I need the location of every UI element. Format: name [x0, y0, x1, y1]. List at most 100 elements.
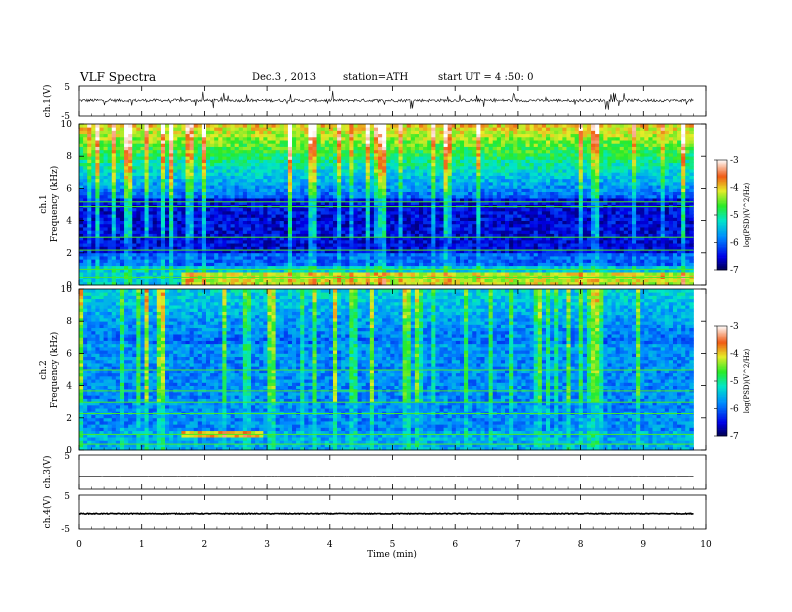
spectrogram-cell: [427, 223, 432, 228]
spectrogram-cell: [210, 265, 215, 270]
spectrogram-cell: [300, 127, 305, 131]
spectrogram-cell: [230, 133, 236, 138]
spectrogram-cell: [455, 217, 461, 221]
spectrogram-cell: [447, 220, 453, 225]
spectrogram-cell: [455, 127, 461, 131]
spectrogram-cell: [218, 188, 223, 193]
spectrogram-cell: [103, 159, 109, 164]
spectrogram-cell: [451, 214, 457, 218]
spectrogram-cell: [160, 124, 166, 128]
spectrogram-cell: [476, 191, 481, 196]
spectrogram-cell: [95, 201, 100, 205]
spectrogram-cell: [79, 130, 84, 135]
spectrogram-cell: [79, 127, 84, 131]
spectrogram-cell: [128, 185, 133, 189]
spectrogram-cell: [345, 265, 350, 270]
spectrogram-cell: [480, 214, 485, 218]
spectrogram-cell: [259, 278, 264, 283]
spectrogram-cell: [95, 140, 100, 144]
spectrogram-cell: [480, 252, 485, 257]
spectrogram-cell: [394, 214, 399, 218]
spectrogram-cell: [201, 188, 207, 193]
spectrogram-cell: [447, 175, 453, 180]
spectrogram-cell: [292, 272, 297, 276]
spectrogram-cell: [300, 220, 305, 225]
spectrogram-cell: [107, 159, 113, 164]
spectrogram-cell: [107, 268, 113, 273]
spectrogram-cell: [103, 265, 109, 270]
spectrogram-cell: [226, 272, 231, 276]
spectrogram-cell: [361, 159, 367, 164]
spectrogram-cell: [271, 272, 277, 276]
spectrogram-cell: [169, 210, 174, 215]
spectrogram-cell: [210, 124, 215, 128]
spectrogram-cell: [169, 246, 174, 250]
spectrogram-cell: [349, 159, 354, 164]
spectrogram-cell: [308, 217, 313, 221]
spectrogram-cell: [214, 130, 219, 135]
spectrogram-cell: [398, 252, 404, 257]
spectrogram-cell: [255, 175, 260, 180]
spectrogram-cell: [197, 278, 203, 283]
spectrogram-cell: [111, 201, 117, 205]
spectrogram-cell: [443, 252, 449, 257]
spectrogram-cell: [103, 146, 109, 151]
spectrogram-cell: [107, 210, 113, 215]
spectrogram-cell: [242, 230, 248, 234]
spectrogram-cell: [292, 152, 297, 157]
spectrogram-cell: [378, 252, 383, 257]
spectrogram-cell: [423, 133, 428, 138]
spectrogram-cell: [201, 143, 207, 147]
spectrogram-cell: [234, 165, 240, 170]
spectrogram-cell: [300, 152, 305, 157]
spectrogram-cell: [205, 172, 211, 176]
spectrogram-cell: [210, 133, 215, 138]
spectrogram-cell: [87, 249, 92, 254]
spectrogram-cell: [99, 133, 104, 138]
spectrogram-cell: [156, 223, 162, 228]
spectrogram-cell: [427, 272, 432, 276]
spectrogram-cell: [316, 233, 322, 238]
spectrogram-cell: [246, 281, 252, 286]
spectrogram-cell: [83, 198, 88, 202]
spectrogram-cell: [312, 233, 317, 238]
spectrogram-cell: [218, 201, 223, 205]
spectrogram-cell: [300, 252, 305, 257]
spectrogram-cell: [107, 172, 113, 176]
spectrogram-cell: [447, 207, 453, 212]
spectrogram-cell: [165, 162, 170, 167]
spectrogram-cell: [267, 246, 272, 250]
spectrogram-cell: [398, 143, 404, 147]
spectrogram-cell: [459, 272, 465, 276]
spectrogram-cell: [386, 152, 391, 157]
spectrogram-cell: [459, 152, 465, 157]
spectrogram-cell: [169, 259, 174, 263]
spectrogram-cell: [111, 246, 117, 250]
spectrogram-cell: [173, 175, 178, 180]
spectrogram-cell: [271, 243, 277, 247]
spectrogram-cell: [427, 259, 432, 263]
spectrogram-cell: [328, 191, 334, 196]
spectrogram-cell: [435, 149, 440, 154]
spectrogram-cell: [148, 246, 154, 250]
spectrogram-cell: [238, 188, 244, 193]
spectrogram-cell: [185, 140, 191, 144]
spectrogram-cell: [193, 133, 199, 138]
spectrogram-cell: [226, 156, 231, 160]
spectrogram-cell: [230, 236, 236, 241]
spectrogram-cell: [451, 156, 457, 160]
spectrogram-cell: [328, 130, 334, 135]
spectrogram-cell: [222, 239, 227, 244]
spectrogram-cell: [136, 281, 141, 286]
spectrogram-cell: [455, 194, 461, 199]
spectrogram-cell: [382, 124, 387, 128]
spectrogram-cell: [468, 278, 473, 283]
spectrogram-cell: [468, 281, 473, 286]
spectrogram-cell: [271, 146, 277, 151]
spectrogram-cell: [185, 268, 191, 273]
spectrogram-cell: [439, 165, 444, 170]
spectrogram-cell: [365, 243, 371, 247]
spectrogram-cell: [341, 146, 346, 151]
spectrogram-cell: [201, 220, 207, 225]
spectrogram-cell: [173, 233, 178, 238]
